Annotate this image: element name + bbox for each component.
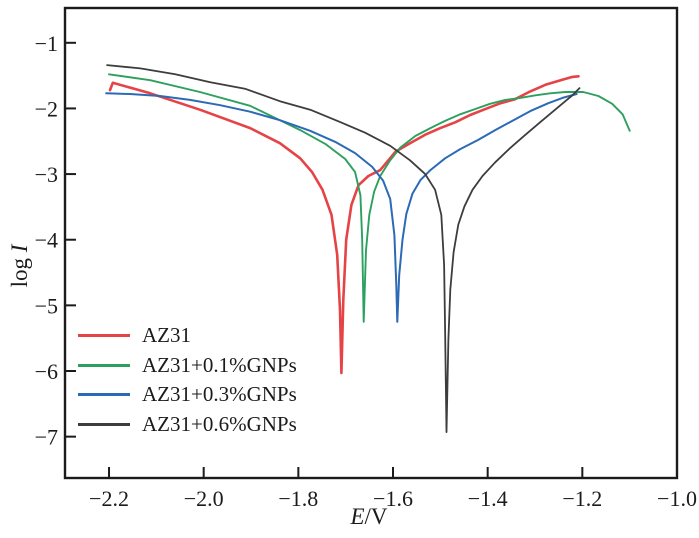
curve-az31-0-3-gnps — [105, 92, 578, 323]
y-tick-label: −3 — [35, 162, 58, 187]
legend-label: AZ31 — [142, 323, 191, 348]
legend-item: AZ31+0.3%GNPs — [78, 380, 297, 410]
legend-item: AZ31+0.6%GNPs — [78, 410, 297, 440]
x-tick-label: −2.0 — [184, 486, 224, 511]
x-tick-label: −2.2 — [89, 486, 129, 511]
x-tick-label: −1.6 — [373, 486, 413, 511]
legend-line-swatch — [78, 334, 130, 338]
x-axis-label: E/V — [349, 504, 387, 529]
legend-label: AZ31+0.1%GNPs — [142, 352, 297, 377]
y-axis-label: log I — [7, 243, 32, 287]
y-tick-label: −4 — [35, 228, 58, 253]
y-tick-label: −2 — [35, 96, 58, 121]
y-tick-label: −5 — [35, 293, 58, 318]
legend-line-swatch — [78, 422, 130, 426]
y-tick-label: −6 — [35, 359, 58, 384]
plot-border — [63, 6, 679, 480]
legend-line-swatch — [78, 363, 130, 367]
x-tick-label: −1.8 — [278, 486, 318, 511]
legend-line-swatch — [78, 393, 130, 397]
legend-label: AZ31+0.3%GNPs — [142, 382, 297, 407]
legend-label: AZ31+0.6%GNPs — [142, 411, 297, 436]
y-tick-label: −1 — [35, 31, 58, 56]
legend-item: AZ31 — [78, 321, 297, 351]
y-tick-label: −7 — [35, 425, 58, 450]
legend-item: AZ31+0.1%GNPs — [78, 351, 297, 381]
curve-az31-0-1-gnps — [108, 73, 631, 323]
x-tick-label: −1.0 — [657, 486, 697, 511]
x-tick-label: −1.2 — [562, 486, 602, 511]
curve-az31-0-6-gnps — [106, 64, 581, 434]
x-tick-label: −1.4 — [468, 486, 508, 511]
chart-legend: AZ31 AZ31+0.1%GNPs AZ31+0.3%GNPs AZ31+0.… — [78, 321, 297, 439]
